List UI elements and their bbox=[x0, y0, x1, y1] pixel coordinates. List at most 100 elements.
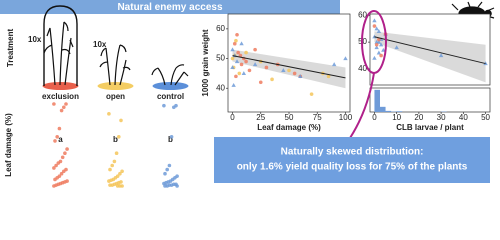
x-tick-label: 10 bbox=[392, 113, 401, 122]
histogram-bar bbox=[385, 110, 392, 112]
point bbox=[252, 62, 258, 67]
point bbox=[54, 163, 58, 168]
point bbox=[112, 159, 117, 164]
point bbox=[343, 56, 348, 61]
point bbox=[230, 56, 235, 61]
point bbox=[118, 171, 122, 176]
x-tick-label: 40 bbox=[459, 113, 468, 122]
histogram-bar bbox=[380, 106, 386, 112]
point bbox=[232, 41, 237, 46]
point bbox=[231, 82, 236, 87]
point bbox=[438, 53, 444, 58]
category-label: exclusion bbox=[42, 92, 79, 101]
histogram-bar bbox=[374, 89, 380, 112]
point bbox=[241, 71, 247, 75]
y-axis-label: 1000 grain weight bbox=[201, 29, 210, 96]
point bbox=[264, 65, 269, 70]
point bbox=[175, 184, 179, 188]
x-axis-label: Leaf damage (%) bbox=[257, 123, 321, 132]
point bbox=[244, 59, 248, 64]
point bbox=[394, 45, 399, 50]
callout-box bbox=[214, 137, 490, 183]
point bbox=[172, 105, 176, 110]
point bbox=[114, 151, 119, 155]
figure: Natural enemy access Treatment 10x 10x L… bbox=[0, 0, 495, 188]
point bbox=[372, 55, 377, 60]
point bbox=[379, 53, 383, 58]
point bbox=[60, 155, 65, 160]
x-tick-label: 0 bbox=[230, 113, 235, 122]
point bbox=[110, 163, 114, 168]
point bbox=[59, 171, 64, 176]
point bbox=[52, 102, 56, 106]
x-tick-label: 75 bbox=[313, 113, 322, 122]
x-tick-label: 30 bbox=[437, 113, 446, 122]
point bbox=[65, 147, 69, 151]
point bbox=[374, 45, 379, 50]
page: {"header": {"title": "Natural enemy acce… bbox=[0, 0, 495, 188]
point bbox=[119, 118, 123, 123]
point bbox=[239, 62, 244, 67]
x-tick-label: 25 bbox=[256, 113, 265, 122]
banner-title: Natural enemy access bbox=[117, 2, 223, 13]
x-tick-label: 100 bbox=[339, 113, 353, 122]
y-tick-label: 40 bbox=[216, 83, 225, 92]
x-tick-label: 50 bbox=[481, 113, 490, 122]
point bbox=[56, 161, 61, 165]
point bbox=[270, 77, 274, 82]
callout-line: Naturally skewed distribution: bbox=[281, 147, 424, 158]
point bbox=[235, 32, 239, 37]
point bbox=[163, 184, 167, 188]
point bbox=[117, 135, 121, 139]
point bbox=[287, 68, 291, 73]
point bbox=[162, 103, 166, 108]
plant-label: 10x bbox=[93, 40, 107, 49]
point bbox=[108, 183, 112, 187]
point bbox=[244, 50, 248, 55]
y-tick-label: 50 bbox=[216, 54, 225, 63]
point bbox=[63, 151, 67, 155]
point bbox=[64, 102, 68, 106]
point bbox=[253, 47, 257, 52]
point bbox=[169, 135, 174, 139]
significance-letter: a bbox=[58, 135, 63, 144]
point bbox=[234, 38, 238, 43]
point bbox=[52, 166, 56, 170]
point bbox=[372, 18, 377, 23]
point bbox=[298, 74, 303, 78]
point bbox=[372, 24, 377, 28]
point bbox=[331, 62, 337, 67]
y-axis-label: Leaf damage (%) bbox=[4, 113, 13, 177]
x-tick-label: 50 bbox=[285, 113, 294, 122]
point bbox=[258, 80, 263, 85]
banner bbox=[0, 0, 340, 14]
point bbox=[107, 179, 111, 183]
point bbox=[52, 184, 56, 188]
category-label: control bbox=[157, 92, 184, 101]
trend-line bbox=[232, 55, 346, 79]
treatment-label: Treatment bbox=[6, 29, 15, 68]
point bbox=[230, 65, 235, 70]
x-axis-label: CLB larvae / plant bbox=[396, 123, 464, 132]
point bbox=[326, 74, 331, 79]
x-tick-label: 0 bbox=[372, 113, 377, 122]
point bbox=[163, 171, 167, 176]
point bbox=[376, 29, 382, 34]
plant-label: 10x bbox=[28, 35, 42, 44]
point bbox=[108, 167, 112, 172]
point bbox=[292, 71, 297, 76]
plant-drawings bbox=[42, 5, 189, 90]
point bbox=[230, 47, 235, 52]
point bbox=[281, 68, 286, 73]
point bbox=[107, 112, 111, 116]
point bbox=[115, 184, 120, 188]
callout-line: only 1.6% yield quality loss for 75% of … bbox=[237, 162, 468, 173]
point bbox=[165, 167, 169, 172]
point bbox=[62, 169, 66, 174]
histogram-bar bbox=[396, 111, 403, 112]
point bbox=[237, 71, 242, 76]
y-tick-label: 60 bbox=[358, 10, 367, 19]
point bbox=[59, 108, 64, 113]
point bbox=[167, 163, 172, 168]
point bbox=[374, 26, 379, 31]
